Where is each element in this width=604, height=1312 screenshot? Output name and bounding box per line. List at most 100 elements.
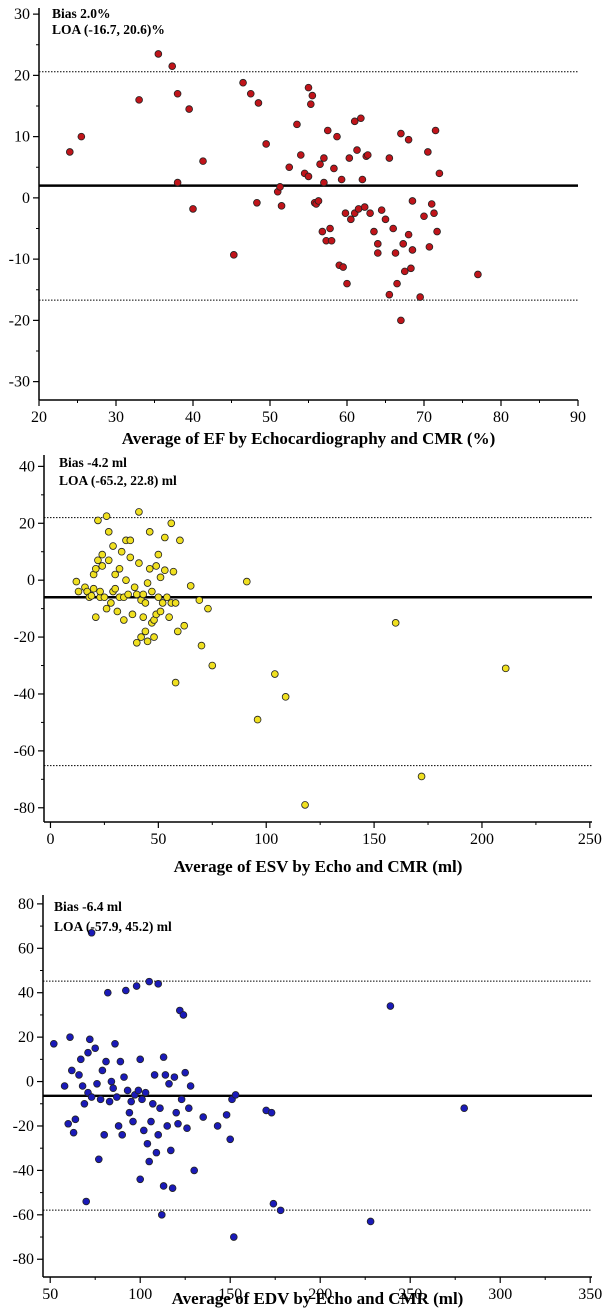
data-point <box>143 637 152 646</box>
data-point <box>327 236 336 245</box>
data-point <box>104 988 112 997</box>
data-point <box>326 224 334 233</box>
chart-panel-2: -80 -60 -40 -20 0 20 40 0 50 100 150 200 250 Bias -4.… <box>14 455 602 876</box>
data-point <box>132 590 141 599</box>
y-tick-label: 80 <box>18 896 34 913</box>
y-tick-label: -80 <box>13 1251 34 1268</box>
data-point <box>135 508 143 516</box>
y-tick-label: -40 <box>13 1162 34 1179</box>
data-point <box>431 126 440 135</box>
data-point <box>424 148 432 156</box>
data-point <box>425 243 434 251</box>
x-tick-label: 300 <box>488 1286 512 1303</box>
data-point <box>381 215 390 224</box>
data-point <box>115 564 124 573</box>
y-tick-label: 0 <box>27 572 35 589</box>
data-point <box>285 163 294 172</box>
data-point <box>176 536 184 545</box>
data-point <box>407 264 415 273</box>
data-point <box>347 215 355 224</box>
x-tick-label: 350 <box>578 1286 602 1303</box>
data-point <box>269 1199 278 1208</box>
data-point <box>126 553 135 562</box>
data-point <box>141 627 150 636</box>
data-point <box>165 613 173 621</box>
data-point <box>114 1122 123 1130</box>
data-point <box>120 616 128 624</box>
data-point <box>139 590 148 599</box>
data-point <box>91 1044 99 1053</box>
data-point <box>96 1095 105 1104</box>
data-point <box>145 977 154 986</box>
loa-annotation: LOA (-16.7, 20.6)% <box>52 22 165 37</box>
data-point <box>360 203 369 211</box>
data-point <box>501 664 510 673</box>
data-point <box>316 160 324 168</box>
data-point <box>156 607 165 616</box>
bias-annotation: Bias -6.4 ml <box>54 899 122 914</box>
data-point <box>190 1166 199 1175</box>
data-point <box>173 89 182 98</box>
data-point <box>109 1084 117 1093</box>
data-point <box>391 249 400 257</box>
data-point <box>87 928 96 937</box>
data-point <box>66 148 74 156</box>
data-point <box>154 593 163 602</box>
data-point <box>199 1113 208 1121</box>
x-tick-label: 80 <box>493 409 509 426</box>
x-tick-label: 200 <box>470 831 494 848</box>
data-point <box>276 183 284 191</box>
data-point <box>159 1053 168 1061</box>
y-tick-label: 30 <box>14 6 30 23</box>
x-tick-label: 150 <box>218 1286 242 1303</box>
data-point <box>267 1108 276 1117</box>
x-tick-label: 50 <box>42 1286 58 1303</box>
bias-annotation: Bias -4.2 ml <box>59 455 127 470</box>
data-point <box>254 99 263 107</box>
data-point <box>69 1128 78 1137</box>
data-point <box>107 1077 116 1086</box>
data-point <box>127 1097 135 1106</box>
data-point <box>154 1131 163 1139</box>
data-point <box>363 151 372 159</box>
data-point <box>135 559 143 567</box>
data-point <box>163 593 171 602</box>
y-tick-label: -20 <box>14 629 35 646</box>
x-tick-label: 60 <box>339 409 355 426</box>
data-point <box>87 1093 96 1101</box>
data-point <box>102 1057 110 1066</box>
data-point <box>408 197 417 205</box>
data-point <box>124 590 132 599</box>
data-point <box>366 209 374 217</box>
data-point <box>152 1148 161 1157</box>
data-point <box>391 619 400 627</box>
y-tick-label: 0 <box>22 190 30 207</box>
data-point <box>320 178 328 187</box>
x-tick-label: 250 <box>578 831 602 848</box>
data-point <box>417 772 426 781</box>
data-point <box>320 154 328 162</box>
data-point <box>230 251 238 259</box>
data-point <box>253 715 262 724</box>
x-tick-label: 90 <box>570 409 586 426</box>
y-tick-label: 10 <box>14 129 30 146</box>
y-tick-label: 60 <box>18 940 34 957</box>
chart-panel-1: -30 -20 -10 0 10 20 30 20 30 40 50 60 70 80 90 Bias 2.0… <box>9 6 586 448</box>
data-point <box>49 1040 58 1048</box>
data-point <box>89 584 98 593</box>
data-point <box>116 1057 125 1066</box>
x-axis-label: Average of ESV by Echo and CMR (ml) <box>174 857 463 876</box>
data-point <box>330 164 338 173</box>
data-point <box>107 599 115 607</box>
data-point <box>141 1088 150 1097</box>
data-point <box>314 197 323 205</box>
data-point <box>366 1217 375 1226</box>
data-point <box>253 198 261 207</box>
y-tick-label: -60 <box>13 1207 34 1224</box>
data-point <box>460 1104 469 1113</box>
data-point <box>345 154 354 162</box>
y-tick-label: 40 <box>19 458 35 475</box>
data-point <box>78 1082 87 1090</box>
data-point <box>91 613 100 621</box>
x-tick-label: 150 <box>362 831 386 848</box>
